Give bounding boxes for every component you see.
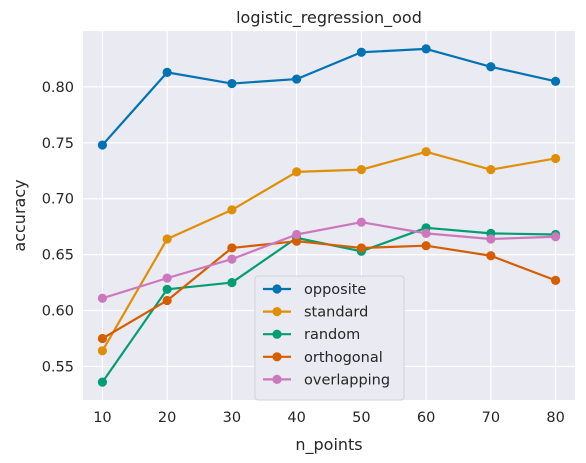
- x-tick-label: 50: [352, 410, 370, 426]
- legend: opposite standard random orthogonal overlapp…: [254, 275, 405, 401]
- x-tick-label: 80: [546, 410, 564, 426]
- data-point-random: [227, 277, 237, 288]
- data-point-overlapping: [227, 254, 237, 264]
- legend-item-standard: standard: [263, 305, 368, 321]
- y-axis-label: accuracy: [10, 179, 29, 251]
- data-point-opposite: [227, 78, 237, 89]
- legend-item-overlapping: overlapping: [263, 372, 390, 388]
- legend-label: orthogonal: [304, 350, 383, 366]
- series-orthogonal: [97, 236, 561, 344]
- data-point-standard: [162, 234, 172, 244]
- legend-marker: [272, 307, 282, 317]
- y-tick-label: 0.60: [42, 304, 74, 320]
- data-point-standard: [292, 167, 302, 177]
- data-point-opposite: [421, 44, 431, 54]
- series-layer: [97, 44, 561, 387]
- legend-label: standard: [304, 305, 368, 321]
- data-point-orthogonal: [227, 243, 237, 253]
- data-point-orthogonal: [97, 333, 108, 344]
- chart-title: logistic_regression_ood: [236, 8, 422, 28]
- legend-item-orthogonal: orthogonal: [263, 350, 383, 366]
- x-tick-label: 20: [158, 410, 176, 426]
- data-point-standard: [97, 346, 108, 356]
- data-point-standard: [486, 165, 496, 175]
- series-line-orthogonal: [101, 240, 556, 340]
- x-axis-label: n_points: [295, 435, 362, 455]
- data-point-opposite: [162, 67, 172, 77]
- data-point-orthogonal: [486, 251, 496, 261]
- data-point-random: [162, 284, 172, 294]
- data-point-overlapping: [97, 293, 108, 303]
- legend-item-random: random: [263, 327, 360, 343]
- legend-marker: [272, 329, 282, 339]
- series-overlapping: [97, 217, 561, 303]
- legend-label: overlapping: [304, 372, 390, 388]
- legend-marker: [272, 352, 282, 362]
- data-point-orthogonal: [550, 275, 561, 285]
- x-tick-label: 40: [287, 410, 305, 426]
- legend-marker: [272, 284, 282, 294]
- data-point-opposite: [292, 74, 302, 84]
- data-point-standard: [421, 147, 431, 157]
- data-point-overlapping: [292, 229, 302, 240]
- series-line-overlapping: [102, 221, 556, 300]
- series-opposite: [97, 44, 561, 150]
- x-tick-label: 60: [417, 410, 435, 426]
- data-point-orthogonal: [356, 243, 366, 253]
- x-axis-ticks: 10 20 30 40 50 60 70 80: [93, 410, 565, 426]
- data-point-orthogonal: [421, 241, 431, 251]
- x-tick-label: 30: [223, 410, 241, 426]
- series-line-opposite: [101, 47, 556, 146]
- y-tick-label: 0.65: [42, 248, 74, 264]
- series-standard: [97, 147, 561, 356]
- data-point-standard: [227, 205, 237, 215]
- y-tick-label: 0.75: [42, 136, 74, 152]
- data-point-opposite: [486, 62, 496, 72]
- data-point-orthogonal: [292, 236, 302, 246]
- data-point-overlapping: [486, 234, 496, 244]
- y-tick-label: 0.80: [42, 80, 74, 96]
- data-point-random: [97, 377, 108, 387]
- data-point-opposite: [550, 76, 561, 86]
- data-point-overlapping: [356, 217, 366, 227]
- data-point-standard: [550, 153, 561, 164]
- data-point-overlapping: [421, 228, 431, 238]
- data-point-standard: [356, 165, 366, 175]
- y-tick-label: 0.55: [42, 359, 74, 375]
- data-point-overlapping: [550, 232, 561, 242]
- x-tick-label: 10: [93, 410, 111, 426]
- legend-label: random: [304, 327, 360, 343]
- legend-marker: [272, 374, 282, 384]
- y-tick-label: 0.70: [42, 192, 74, 208]
- data-point-orthogonal: [162, 295, 172, 306]
- series-line-standard: [101, 150, 556, 352]
- data-point-opposite: [97, 140, 108, 150]
- legend-box: [254, 275, 405, 401]
- legend-item-opposite: opposite: [263, 282, 366, 298]
- data-point-opposite: [356, 47, 366, 57]
- y-axis-ticks: 0.55 0.60 0.65 0.70 0.75 0.80: [42, 80, 74, 376]
- data-point-overlapping: [162, 273, 172, 283]
- x-tick-label: 70: [482, 410, 500, 426]
- legend-label: opposite: [304, 282, 366, 298]
